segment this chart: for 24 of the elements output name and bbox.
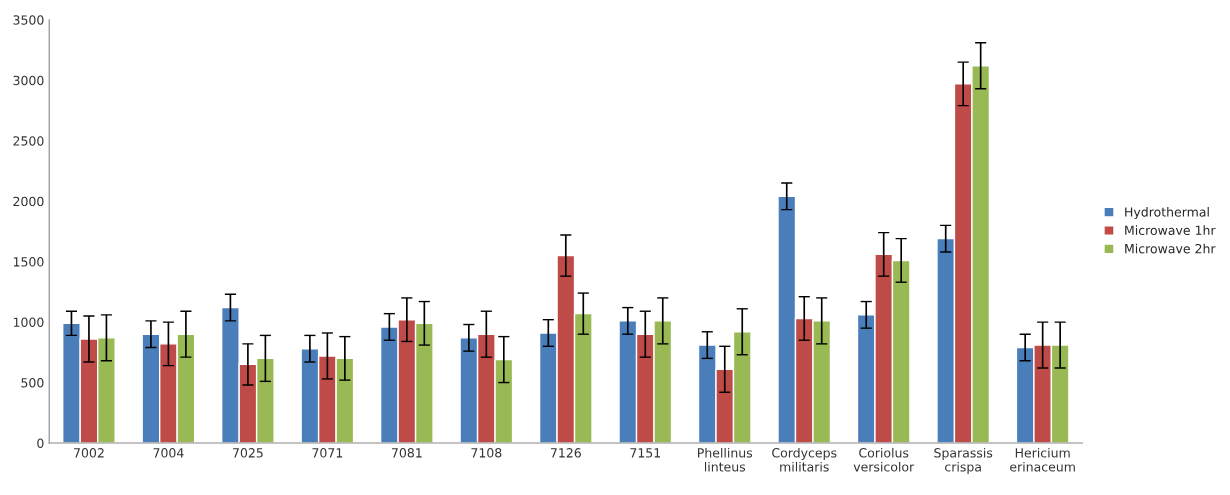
- legend-label: Hydrothermal: [1125, 207, 1209, 220]
- legend-label: Microwave 2hr: [1125, 243, 1216, 254]
- x-tick-label: 7002: [74, 448, 104, 458]
- x-tick-label: Coriolus versicolor: [853, 447, 915, 472]
- y-tick-label: 2000: [13, 196, 44, 207]
- x-tick-label: Cordyceps militaris: [772, 447, 837, 472]
- x-tick-label: 7081: [391, 448, 422, 458]
- x-tick-label: 7025: [233, 448, 263, 458]
- y-tick-label: 0: [37, 438, 44, 448]
- x-tick-label: 7108: [471, 448, 502, 458]
- x-tick-label: 7151: [630, 448, 661, 458]
- x-tick-label: 7071: [312, 448, 343, 458]
- x-tick-label: Phellinus linteus: [698, 447, 753, 472]
- x-tick-label: Hericium erinaceum: [1010, 447, 1075, 472]
- y-tick-label: 500: [21, 378, 44, 388]
- legend-label: Microwave 1hr: [1125, 225, 1216, 236]
- y-tick-label: 3500: [13, 15, 44, 25]
- x-tick-label: 7004: [153, 448, 184, 458]
- y-tick-label: 1500: [13, 257, 44, 267]
- y-tick-label: 3000: [13, 75, 44, 86]
- x-tick-label: Sparassis crispa: [934, 447, 993, 474]
- y-tick-label: 2500: [13, 136, 44, 146]
- y-tick-label: 1000: [13, 317, 44, 328]
- x-tick-label: 7126: [550, 448, 581, 458]
